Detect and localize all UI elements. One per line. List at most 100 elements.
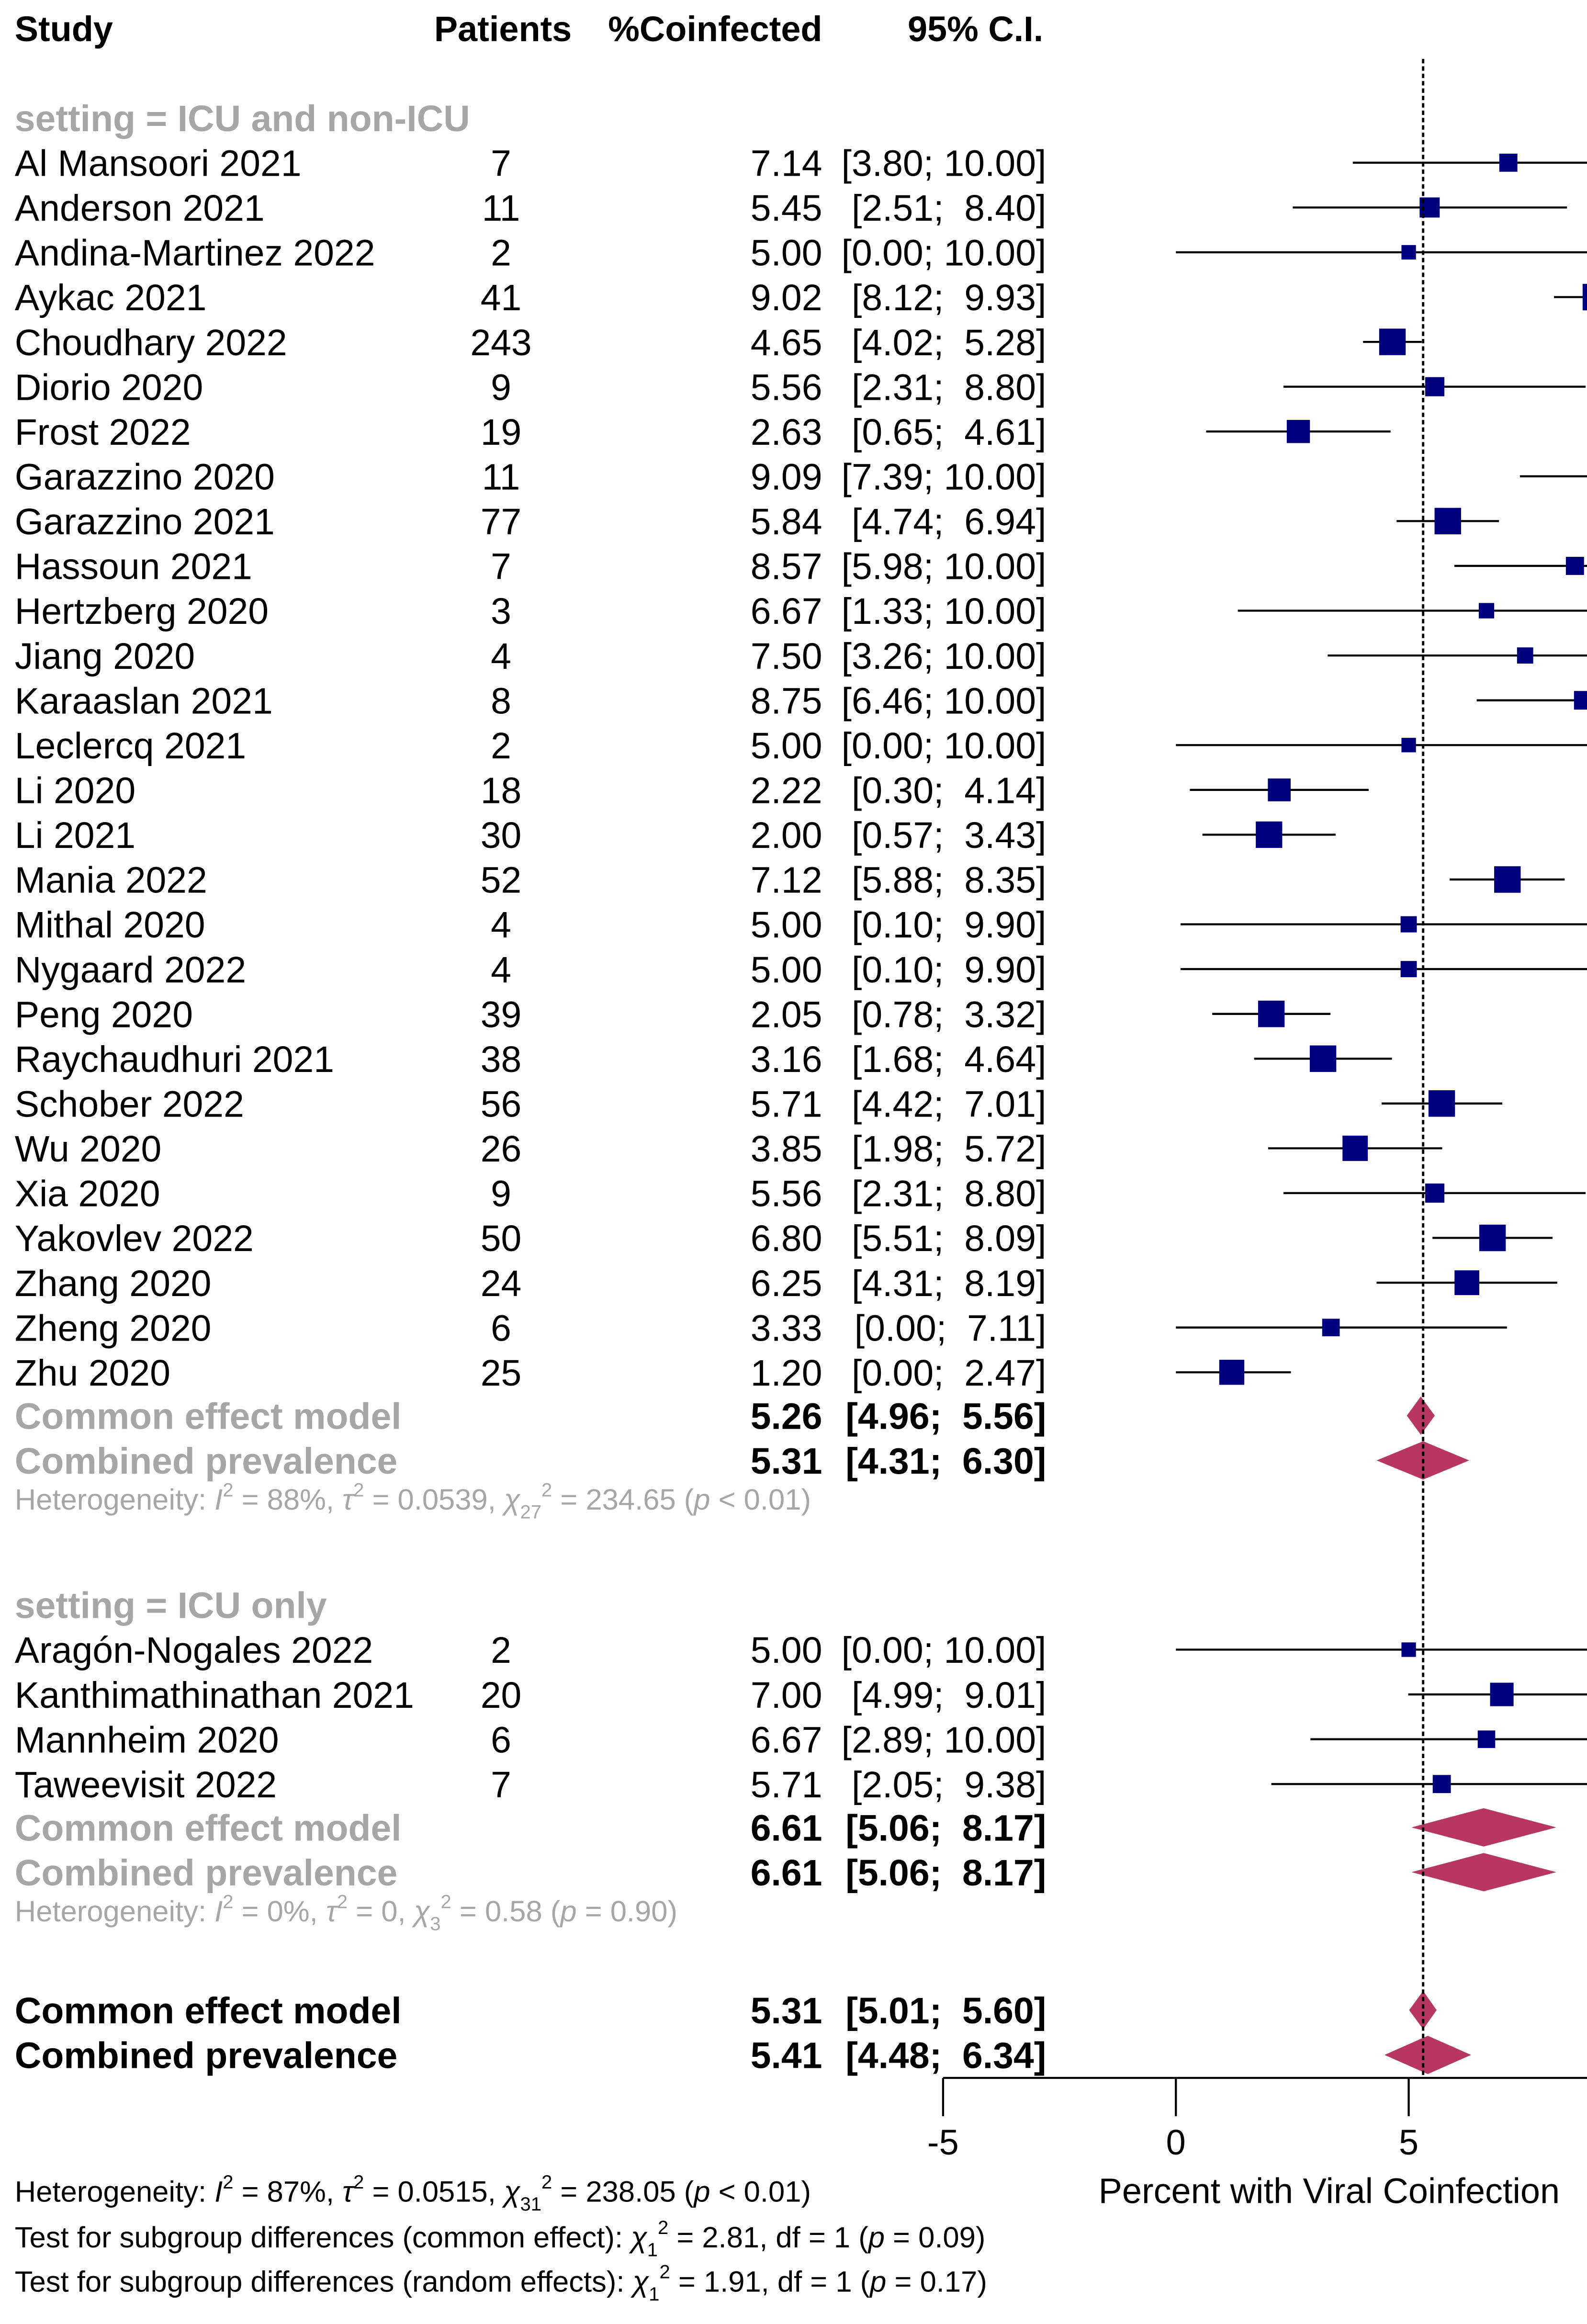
study-square: [1428, 1090, 1455, 1117]
study-estimate: 7.14: [751, 143, 822, 184]
heterogeneity-text: Heterogeneity: I2 = 0%, τ2 = 0, χ32 = 0.…: [15, 1891, 677, 1934]
study-row: Li 2021 30 2.00 [0.57; 3.43]: [15, 815, 1336, 856]
study-square: [1286, 420, 1310, 443]
pooled-label: Combined prevalence: [15, 1441, 398, 1482]
study-square: [1258, 1000, 1285, 1027]
study-square: [1499, 153, 1518, 172]
pooled-label: Combined prevalence: [15, 1852, 398, 1894]
study-estimate: 8.57: [751, 546, 822, 587]
study-name: Karaaslan 2021: [15, 680, 273, 722]
study-estimate: 5.84: [751, 501, 822, 542]
pooled-estimate: 6.61: [751, 1852, 822, 1894]
pooled-row: Combined prevalence 5.31 [4.31; 6.30]: [15, 1441, 1470, 1482]
study-estimate: 5.00: [751, 904, 822, 946]
study-ci: [0.00; 7.11]: [855, 1308, 1047, 1349]
study-row: Aykac 2021 41 9.02 [8.12; 9.93]: [15, 277, 1587, 318]
study-name: Diorio 2020: [15, 367, 203, 408]
study-square: [1582, 283, 1587, 311]
study-row: Diorio 2020 9 5.56 [2.31; 8.80]: [15, 367, 1586, 408]
study-square: [1219, 1360, 1245, 1385]
study-estimate: 5.00: [751, 949, 822, 991]
study-patients: 77: [481, 501, 522, 542]
study-patients: 4: [491, 904, 511, 946]
study-square: [1425, 1183, 1445, 1203]
study-name: Xia 2020: [15, 1173, 160, 1215]
study-patients: 50: [481, 1218, 522, 1259]
study-estimate: 2.22: [751, 770, 822, 812]
pooled-label: Common effect model: [15, 1396, 402, 1437]
study-square: [1401, 245, 1416, 260]
study-name: Li 2020: [15, 770, 135, 812]
study-patients: 11: [482, 457, 520, 498]
study-square: [1400, 961, 1417, 978]
study-estimate: 5.45: [751, 188, 822, 229]
study-patients: 2: [491, 1630, 511, 1671]
study-estimate: 6.80: [751, 1218, 822, 1259]
study-row: Choudhary 2022 243 4.65 [4.02; 5.28]: [15, 322, 1422, 363]
study-name: Choudhary 2022: [15, 322, 287, 363]
study-name: Al Mansoori 2021: [15, 143, 302, 184]
study-estimate: 5.00: [751, 725, 822, 767]
study-name: Mannheim 2020: [15, 1719, 279, 1760]
study-square: [1401, 738, 1416, 753]
study-ci: [8.12; 9.93]: [852, 277, 1046, 318]
study-name: Yakovlev 2022: [15, 1218, 254, 1259]
study-ci: [2.05; 9.38]: [852, 1764, 1046, 1805]
study-row: Frost 2022 19 2.63 [0.65; 4.61]: [15, 412, 1391, 453]
x-tick-label: 5: [1399, 2122, 1418, 2162]
pooled-row: Common effect model 5.31 [5.01; 5.60]: [15, 1990, 1437, 2031]
study-ci: [1.98; 5.72]: [852, 1128, 1046, 1170]
study-patients: 243: [470, 322, 531, 363]
study-patients: 11: [482, 188, 520, 229]
study-ci: [0.10; 9.90]: [852, 949, 1046, 991]
study-estimate: 7.50: [751, 636, 822, 677]
study-row: Aragón-Nogales 2022 2 5.00 [0.00; 10.00]: [15, 1630, 1587, 1671]
study-patients: 9: [491, 1173, 511, 1215]
study-ci: [4.99; 9.01]: [852, 1675, 1046, 1716]
x-tick-label: 0: [1166, 2122, 1186, 2162]
study-ci: [0.00; 10.00]: [842, 725, 1047, 767]
study-patients: 26: [481, 1128, 522, 1170]
pooled-row: Common effect model 6.61 [5.06; 8.17]: [15, 1807, 1556, 1849]
study-ci: [0.00; 10.00]: [842, 233, 1047, 274]
study-name: Leclercq 2021: [15, 725, 246, 767]
study-name: Zhu 2020: [15, 1353, 170, 1394]
study-patients: 24: [481, 1263, 522, 1304]
pooled-estimate: 5.31: [751, 1441, 822, 1482]
study-patients: 52: [481, 860, 522, 901]
study-ci: [0.65; 4.61]: [852, 412, 1046, 453]
study-patients: 30: [481, 815, 522, 856]
study-row: Jiang 2020 4 7.50 [3.26; 10.00]: [15, 636, 1587, 677]
study-square: [1379, 328, 1406, 355]
study-name: Kanthimathinathan 2021: [15, 1675, 414, 1716]
pooled-diamond: [1411, 1808, 1556, 1847]
study-estimate: 6.25: [751, 1263, 822, 1304]
study-estimate: 5.71: [751, 1764, 822, 1805]
study-patients: 25: [481, 1353, 522, 1394]
study-patients: 9: [491, 367, 511, 408]
study-ci: [3.80; 10.00]: [842, 143, 1047, 184]
study-estimate: 5.71: [751, 1084, 822, 1125]
study-row: Mannheim 2020 6 6.67 [2.89; 10.00]: [15, 1719, 1587, 1760]
study-estimate: 6.67: [751, 591, 822, 632]
study-square: [1432, 1775, 1451, 1794]
study-row: Karaaslan 2021 8 8.75 [6.46; 10.00]: [15, 680, 1587, 722]
study-row: Garazzino 2021 77 5.84 [4.74; 6.94]: [15, 501, 1499, 542]
study-estimate: 8.75: [751, 680, 822, 722]
pooled-diamond: [1407, 1396, 1435, 1435]
study-row: Schober 2022 56 5.71 [4.42; 7.01]: [15, 1084, 1503, 1125]
pooled-estimate: 5.41: [751, 2035, 822, 2076]
pooled-label: Combined prevalence: [15, 2035, 398, 2076]
study-ci: [2.89; 10.00]: [842, 1719, 1047, 1760]
study-square: [1309, 1045, 1337, 1072]
pooled-ci: [4.31; 6.30]: [845, 1441, 1046, 1482]
study-square: [1494, 866, 1521, 893]
study-estimate: 2.00: [751, 815, 822, 856]
study-patients: 4: [491, 949, 511, 991]
heterogeneity-text: Heterogeneity: I2 = 88%, τ2 = 0.0539, χ2…: [15, 1479, 811, 1523]
study-estimate: 3.33: [751, 1308, 822, 1349]
study-row: Hassoun 2021 7 8.57 [5.98; 10.00]: [15, 546, 1587, 587]
study-estimate: 1.20: [751, 1353, 822, 1394]
study-ci: [2.51; 8.40]: [852, 188, 1046, 229]
study-row: Xia 2020 9 5.56 [2.31; 8.80]: [15, 1173, 1586, 1215]
